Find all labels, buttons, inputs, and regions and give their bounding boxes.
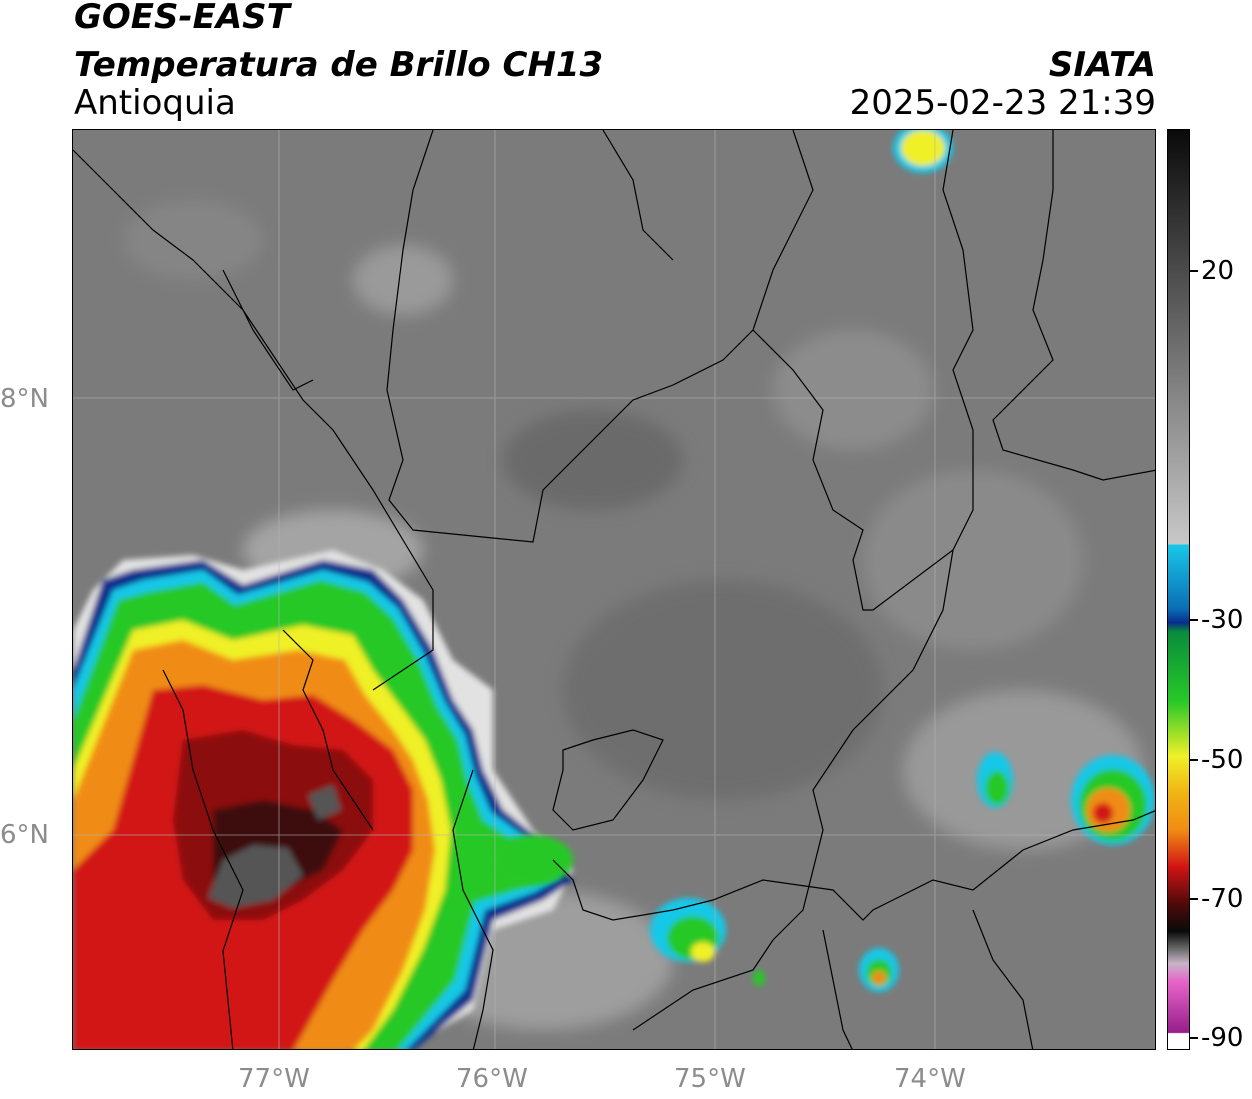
satellite-title: GOES-EAST [74, 0, 290, 37]
satellite-map [72, 129, 1156, 1050]
lon-label-77w: 77°W [238, 1064, 310, 1094]
colorbar-label-neg90: -90 [1201, 1023, 1244, 1053]
lon-label-74w: 74°W [894, 1064, 966, 1094]
colorbar-gradient [1168, 130, 1189, 1049]
storm-cells [493, 130, 1155, 992]
boundaries [73, 130, 1155, 1049]
colorbar-tick-20 [1189, 270, 1198, 272]
map-canvas [73, 130, 1155, 1049]
colorbar-tick-neg50 [1189, 759, 1198, 761]
lat-label-8n: 8°N [0, 384, 49, 414]
agency-label: SIATA [1048, 45, 1156, 85]
product-title: Temperatura de Brillo CH13 [74, 45, 604, 85]
colorbar-label-neg30: -30 [1201, 605, 1244, 635]
gridlines [73, 130, 1155, 1049]
region-label: Antioquia [74, 83, 236, 123]
datetime-label: 2025-02-23 21:39 [849, 83, 1156, 123]
colorbar [1167, 129, 1190, 1050]
lat-label-6n: 6°N [0, 820, 49, 850]
colorbar-label-neg50: -50 [1201, 745, 1244, 775]
colorbar-tick-neg30 [1189, 619, 1198, 621]
lon-label-76w: 76°W [456, 1064, 528, 1094]
colorbar-tick-neg70 [1189, 898, 1198, 900]
colorbar-label-neg70: -70 [1201, 884, 1244, 914]
colorbar-tick-neg90 [1189, 1037, 1198, 1039]
lon-label-75w: 75°W [674, 1064, 746, 1094]
colorbar-label-20: 20 [1201, 256, 1235, 286]
